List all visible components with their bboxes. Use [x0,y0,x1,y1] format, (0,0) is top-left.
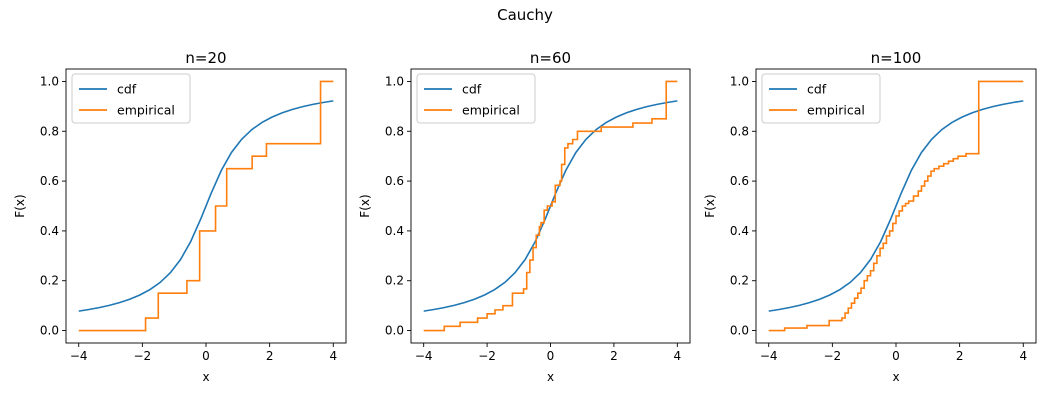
x-tick-label: 4 [1019,349,1027,363]
y-tick-label: 1.0 [385,74,404,88]
legend-label-empirical: empirical [807,103,865,118]
y-tick-label: 0.6 [730,174,749,188]
subplot-title: n=100 [871,49,922,67]
x-tick-label: 4 [673,349,681,363]
x-tick-label: −4 [760,349,778,363]
y-tick-label: 0.4 [730,224,749,238]
x-axis-label: x [547,370,554,384]
y-axis-label: F(x) [358,194,372,217]
y-axis-label: F(x) [13,194,27,217]
x-tick-label: 0 [202,349,210,363]
y-tick-label: 1.0 [730,74,749,88]
legend-label-empirical: empirical [117,103,175,118]
x-tick-label: 2 [956,349,964,363]
x-tick-label: −4 [70,349,88,363]
series-line-cdf [78,100,334,312]
y-tick-label: 0.0 [385,324,404,338]
x-tick-label: −4 [415,349,433,363]
y-tick-label: 0.2 [40,274,59,288]
y-tick-label: 0.6 [385,174,404,188]
figure-suptitle: Cauchy [497,6,553,24]
x-tick-label: 0 [892,349,900,363]
subplot-title: n=20 [185,49,226,67]
y-tick-label: 0.0 [40,324,59,338]
y-axis-label: F(x) [703,194,717,217]
x-tick-label: 4 [329,349,337,363]
x-tick-label: 2 [266,349,274,363]
y-tick-label: 0.2 [385,274,404,288]
subplot-3: n=100 −4 −2 0 2 4 0.0 0.2 0.4 0.6 0.8 1.0 x F(x) cdf em… [703,49,1037,384]
legend-label-cdf: cdf [117,82,137,97]
y-tick-label: 0.8 [40,124,59,138]
subplot-title: n=60 [530,49,571,67]
y-tick-label: 0.2 [730,274,749,288]
legend-label-empirical: empirical [462,103,520,118]
y-tick-label: 0.8 [385,124,404,138]
x-tick-label: −2 [134,349,152,363]
y-tick-label: 1.0 [40,74,59,88]
x-tick-label: 0 [547,349,555,363]
legend: cdf empirical [416,73,536,124]
series-line-empirical [78,80,334,332]
x-tick-label: 2 [610,349,618,363]
subplot-2: n=60 −4 −2 0 2 4 0.0 0.2 0.4 0.6 0.8 1.0 x F(x) cdf emp… [358,49,691,384]
legend-label-cdf: cdf [462,82,482,97]
legend: cdf empirical [71,73,191,124]
x-axis-label: x [892,370,899,384]
x-tick-label: −2 [824,349,842,363]
series-line-empirical [423,80,678,332]
y-tick-label: 0.6 [40,174,59,188]
subplot-1: n=20 −4 −2 0 2 4 0.0 0.2 0.4 0.6 0.8 1.0 x F(x) cdf emp… [13,49,347,384]
y-tick-label: 0.8 [730,124,749,138]
series-line-empirical [768,80,1024,332]
y-tick-label: 0.4 [385,224,404,238]
series-line-cdf [768,100,1024,312]
legend: cdf empirical [761,73,881,124]
y-tick-label: 0.0 [730,324,749,338]
x-tick-label: −2 [478,349,496,363]
y-tick-label: 0.4 [40,224,59,238]
legend-label-cdf: cdf [807,82,827,97]
x-axis-label: x [202,370,209,384]
